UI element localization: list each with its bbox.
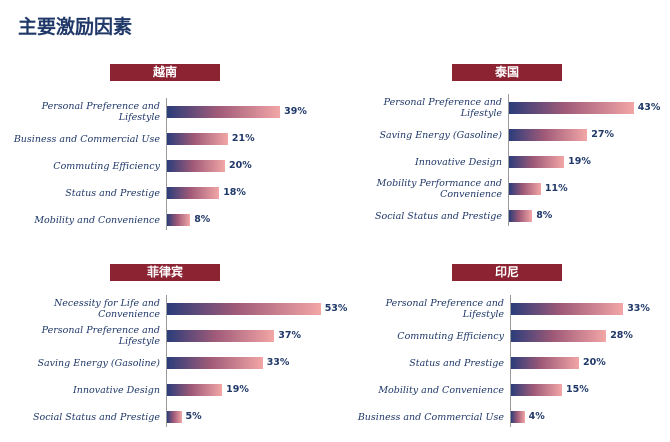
chart-panel-indonesia: 印尼 Personal Preference and Lifestyle 33% Co… xyxy=(335,260,665,427)
value-label: 28% xyxy=(610,330,633,341)
chart-axis xyxy=(510,295,511,427)
category-label: Social Status and Prestige xyxy=(374,210,502,222)
category-label: Business and Commercial Use xyxy=(13,133,160,145)
value-label: 37% xyxy=(278,330,302,341)
chart-panel-vietnam: 越南 Personal Preference and Lifestyle 39% Bu… xyxy=(0,60,330,230)
bar xyxy=(167,133,228,145)
value-label: 8% xyxy=(536,210,553,221)
value-label: 19% xyxy=(568,156,591,167)
bar xyxy=(167,330,275,342)
bar xyxy=(509,210,533,222)
category-label: Necessity for Life and Convenience xyxy=(53,298,160,320)
bar xyxy=(167,303,321,315)
category-label: Mobility Performance and Convenience xyxy=(376,178,502,200)
category-label: Personal Preference and Lifestyle xyxy=(385,298,504,320)
category-label: Mobility and Convenience xyxy=(378,384,504,396)
value-label: 18% xyxy=(223,187,246,198)
category-label: Saving Energy (Gasoline) xyxy=(37,357,160,369)
chart-panel-philippines: 菲律宾 Necessity for Life and Convenience 53%… xyxy=(0,260,347,427)
value-label: 5% xyxy=(185,411,202,422)
category-label: Personal Preference and Lifestyle xyxy=(41,101,160,123)
bar xyxy=(167,411,182,423)
category-label: Mobility and Convenience xyxy=(34,214,160,226)
category-label: Saving Energy (Gasoline) xyxy=(379,129,502,141)
value-label: 15% xyxy=(566,384,589,395)
value-label: 21% xyxy=(231,133,255,144)
category-label: Status and Prestige xyxy=(65,187,160,199)
category-label: Business and Commercial Use xyxy=(357,411,504,423)
bar xyxy=(509,102,634,114)
category-label: Innovative Design xyxy=(415,156,502,168)
value-label: 8% xyxy=(194,214,211,225)
value-label: 11% xyxy=(544,183,568,194)
value-label: 4% xyxy=(528,411,545,422)
bar xyxy=(167,357,263,369)
bar xyxy=(511,357,579,369)
value-label: 27% xyxy=(591,129,615,140)
chart-title-thailand: 泰国 xyxy=(452,64,562,81)
bar xyxy=(167,187,220,199)
category-label: Personal Preference and Lifestyle xyxy=(41,325,160,347)
bar xyxy=(167,384,223,396)
chart-title-philippines: 菲律宾 xyxy=(110,264,220,281)
bar xyxy=(511,303,624,315)
bar xyxy=(511,384,562,396)
bar xyxy=(167,160,225,172)
value-label: 33% xyxy=(266,357,290,368)
bar xyxy=(167,214,191,226)
bar xyxy=(511,330,607,342)
category-label: Social Status and Prestige xyxy=(32,411,160,423)
category-label: Status and Prestige xyxy=(409,357,504,369)
chart-axis xyxy=(166,98,167,230)
value-label: 20% xyxy=(583,357,606,368)
bar xyxy=(509,129,588,141)
chart-title-vietnam: 越南 xyxy=(110,64,220,81)
chart-title-indonesia: 印尼 xyxy=(452,264,562,281)
chart-axis xyxy=(508,94,509,226)
category-label: Personal Preference and Lifestyle xyxy=(383,97,502,119)
value-label: 19% xyxy=(226,384,249,395)
bar xyxy=(167,106,281,118)
value-label: 39% xyxy=(284,106,307,117)
bar xyxy=(509,156,565,168)
value-label: 53% xyxy=(324,303,348,314)
bar xyxy=(511,411,525,423)
value-label: 33% xyxy=(627,303,650,314)
value-label: 43% xyxy=(637,102,661,113)
chart-axis xyxy=(166,295,167,427)
category-label: Innovative Design xyxy=(73,384,160,396)
value-label: 20% xyxy=(229,160,252,171)
chart-panel-thailand: 泰国 Personal Preference and Lifestyle 43% Sa… xyxy=(335,60,665,226)
category-label: Commuting Efficiency xyxy=(53,160,160,172)
category-label: Commuting Efficiency xyxy=(397,330,504,342)
bar xyxy=(509,183,541,195)
page-title: 主要激励因素 xyxy=(18,16,133,38)
